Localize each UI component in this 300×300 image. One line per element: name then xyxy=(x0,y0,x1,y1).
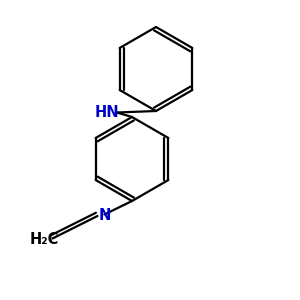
Text: HN: HN xyxy=(94,105,119,120)
Text: H₂C: H₂C xyxy=(30,232,59,247)
Text: N: N xyxy=(99,208,111,224)
